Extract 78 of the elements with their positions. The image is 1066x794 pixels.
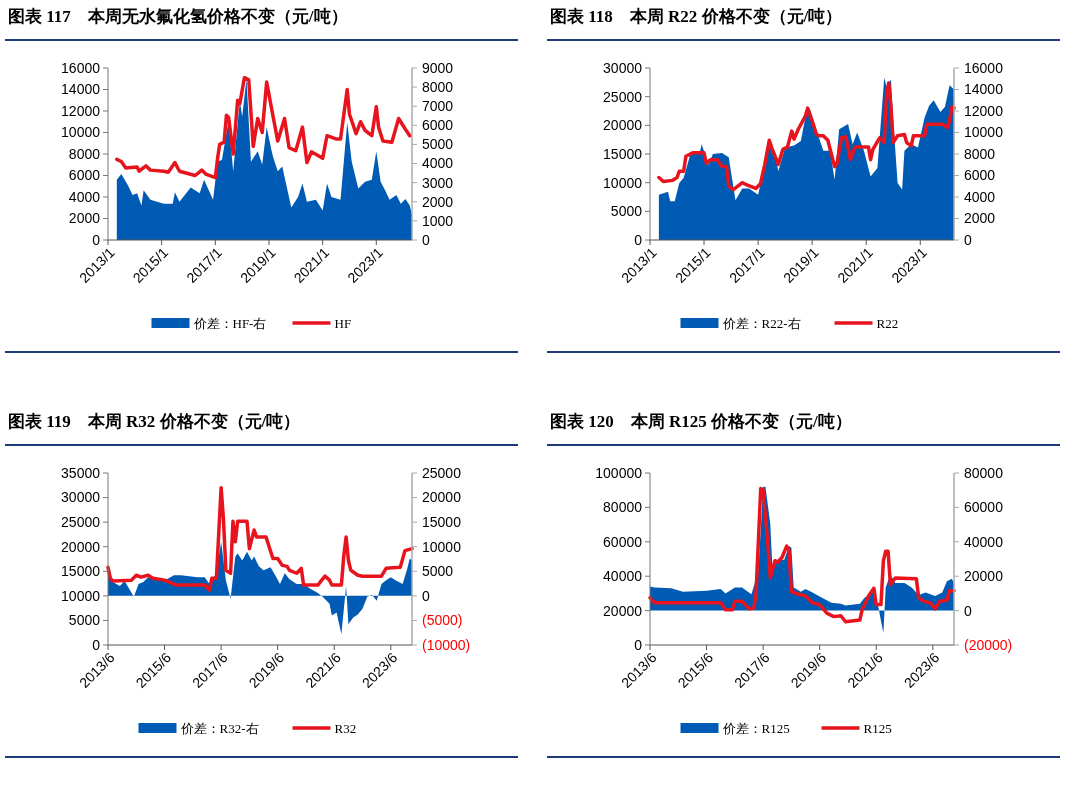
y2-tick-label: (10000) xyxy=(422,636,471,653)
legend-label: HF xyxy=(334,315,352,331)
line-series xyxy=(106,485,414,592)
y2-tick-label: 60000 xyxy=(964,499,1004,516)
y2-tick-label: 15000 xyxy=(422,514,462,531)
y-tick-label: 8000 xyxy=(68,145,101,162)
y2-tick-label: 7000 xyxy=(422,98,454,115)
legend-label: 价差：R22-右 xyxy=(721,315,801,331)
y2-tick-label: 0 xyxy=(964,602,972,619)
y-tick-label: 80000 xyxy=(603,499,643,516)
y-tick-label: 35000 xyxy=(61,464,101,481)
y2-tick-label: 5000 xyxy=(422,136,454,153)
y-tick-label: 30000 xyxy=(61,489,101,506)
y2-tick-label: 2000 xyxy=(422,193,454,210)
y2-tick-label: (5000) xyxy=(422,612,463,629)
line-series xyxy=(657,81,956,192)
chart-title: 图表 118 本周 R22 价格不变（元/吨） xyxy=(550,7,843,26)
y-tick-label: 14000 xyxy=(61,81,101,98)
y2-tick-label: 6000 xyxy=(964,167,996,184)
y2-tick-label: 25000 xyxy=(422,464,462,481)
y-tick-label: 60000 xyxy=(603,533,643,550)
y2-tick-label: 20000 xyxy=(422,489,462,506)
line-series xyxy=(115,75,412,180)
y-tick-label: 100000 xyxy=(595,464,643,481)
y2-tick-label: 20000 xyxy=(964,568,1004,585)
y2-tick-label: (20000) xyxy=(964,636,1013,653)
legend-label: R32 xyxy=(334,720,357,736)
y-tick-label: 2000 xyxy=(68,210,101,227)
y2-tick-label: 1000 xyxy=(422,212,454,229)
y-tick-label: 0 xyxy=(92,636,101,653)
y2-tick-label: 0 xyxy=(964,231,972,248)
y-tick-label: 20000 xyxy=(603,117,643,134)
y-tick-label: 10000 xyxy=(61,124,101,141)
y-tick-label: 4000 xyxy=(68,188,101,205)
y2-tick-label: 14000 xyxy=(964,81,1004,98)
y-tick-label: 20000 xyxy=(603,602,643,619)
y-tick-label: 6000 xyxy=(68,167,101,184)
y2-tick-label: 40000 xyxy=(964,533,1004,550)
y2-tick-label: 5000 xyxy=(422,563,454,580)
y-tick-label: 5000 xyxy=(68,612,101,629)
y2-tick-label: 0 xyxy=(422,587,430,604)
y2-tick-label: 6000 xyxy=(422,117,454,134)
y-tick-label: 12000 xyxy=(61,102,101,119)
y-tick-label: 10000 xyxy=(603,174,643,191)
y2-tick-label: 4000 xyxy=(422,155,454,172)
y2-tick-label: 8000 xyxy=(422,79,454,96)
y-tick-label: 15000 xyxy=(61,563,101,580)
legend-label: 价差：R32-右 xyxy=(179,720,259,736)
legend-label: 价差：HF-右 xyxy=(192,315,267,331)
y-tick-label: 30000 xyxy=(603,59,643,76)
y2-tick-label: 2000 xyxy=(964,210,996,227)
chart-title: 图表 117 本周无水氟化氢价格不变（元/吨） xyxy=(8,7,348,26)
y-tick-label: 0 xyxy=(634,636,643,653)
y2-tick-label: 10000 xyxy=(422,538,462,555)
legend-label: 价差：R125 xyxy=(721,720,790,736)
y2-tick-label: 9000 xyxy=(422,59,454,76)
y2-tick-label: 10000 xyxy=(964,124,1004,141)
chart-title: 图表 120 本周 R125 价格不变（元/吨） xyxy=(550,412,852,431)
y-tick-label: 0 xyxy=(92,231,101,248)
legend-label: R22 xyxy=(876,315,899,331)
y-tick-label: 40000 xyxy=(603,568,643,585)
y2-tick-label: 12000 xyxy=(964,102,1004,119)
y-tick-label: 16000 xyxy=(61,59,101,76)
y-tick-label: 25000 xyxy=(603,88,643,105)
chart-title: 图表 119 本周 R32 价格不变（元/吨） xyxy=(8,412,301,431)
y2-tick-label: 80000 xyxy=(964,464,1004,481)
y2-tick-label: 16000 xyxy=(964,59,1004,76)
y-tick-label: 0 xyxy=(634,231,643,248)
y-tick-label: 25000 xyxy=(61,514,101,531)
y-tick-label: 10000 xyxy=(61,587,101,604)
y2-tick-label: 4000 xyxy=(964,188,996,205)
y-tick-label: 5000 xyxy=(610,203,643,220)
y2-tick-label: 8000 xyxy=(964,145,996,162)
y2-tick-label: 0 xyxy=(422,231,430,248)
y-tick-label: 15000 xyxy=(603,145,643,162)
legend-label: R125 xyxy=(863,720,892,736)
y-tick-label: 20000 xyxy=(61,538,101,555)
y2-tick-label: 3000 xyxy=(422,174,454,191)
